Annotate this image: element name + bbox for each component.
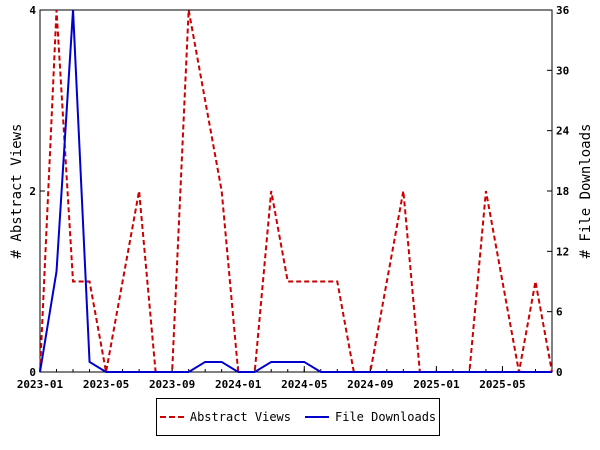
x-tick-label-2024-09: 2024-09 — [347, 378, 393, 391]
y-right-tick-label-30: 30 — [556, 64, 569, 77]
y-right-tick-label-12: 12 — [556, 245, 569, 258]
legend-label-abstract-views: Abstract Views — [189, 410, 291, 424]
y-right-tick-label-18: 18 — [556, 185, 569, 198]
legend-swatch-file-downloads — [305, 416, 329, 418]
y-right-tick-label-24: 24 — [556, 125, 570, 138]
x-tick-label-2025-05: 2025-05 — [479, 378, 525, 391]
y-right-tick-label-6: 6 — [556, 306, 563, 319]
y-right-tick-label-36: 36 — [556, 4, 570, 17]
y-right-axis-title: # File Downloads — [578, 124, 594, 259]
series-line-file-downloads — [39, 9, 552, 373]
legend: Abstract Views File Downloads — [156, 398, 440, 436]
legend-label-file-downloads: File Downloads — [335, 410, 437, 424]
y-left-tick-label-0: 0 — [29, 366, 36, 379]
y-left-axis-title: # Abstract Views — [9, 124, 25, 259]
x-tick-label-2024-05: 2024-05 — [281, 378, 327, 391]
x-tick-label-2024-01: 2024-01 — [215, 378, 262, 391]
y-right-tick-label-0: 0 — [556, 366, 563, 379]
legend-item-file-downloads: File Downloads — [305, 410, 436, 424]
series-line-abstract-views — [39, 9, 553, 373]
legend-swatch-abstract-views — [159, 416, 184, 418]
x-tick-label-2023-05: 2023-05 — [83, 378, 129, 391]
y-left-tick-label-4: 4 — [29, 4, 36, 17]
x-tick-label-2023-01: 2023-01 — [17, 378, 64, 391]
legend-item-abstract-views: Abstract Views — [159, 410, 291, 424]
x-tick-label-2023-09: 2023-09 — [149, 378, 195, 391]
y-left-tick-label-2: 2 — [29, 185, 36, 198]
plot-area: 2023-01 2023-05 2023-09 2024-01 2024-05 2024-… — [17, 4, 570, 391]
x-tick-label-2025-01: 2025-01 — [413, 378, 460, 391]
